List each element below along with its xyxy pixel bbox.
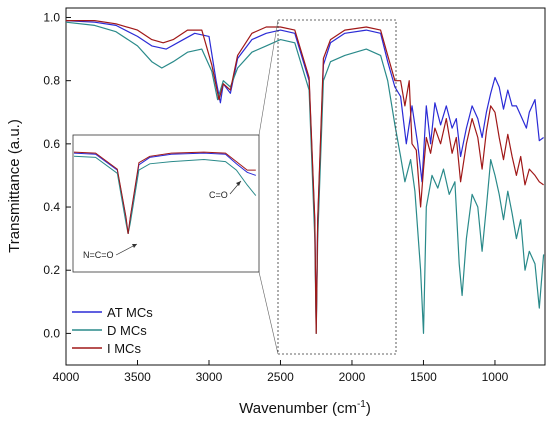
zoom-connector-bottom bbox=[258, 271, 279, 355]
inset-frame bbox=[72, 134, 260, 273]
legend-label-at: AT MCs bbox=[107, 305, 153, 320]
legend: AT MCs D MCs I MCs bbox=[72, 305, 153, 356]
legend-label-d: D MCs bbox=[107, 323, 147, 338]
zoom-region-box bbox=[277, 19, 397, 355]
inset-arrowhead-co bbox=[236, 181, 241, 186]
x-tick-label: 1500 bbox=[410, 370, 437, 384]
inset-label-nco: N=C=O bbox=[83, 250, 114, 260]
y-tick-label: 0.2 bbox=[43, 263, 60, 277]
series-layer bbox=[65, 20, 545, 334]
inset-series-line-1 bbox=[73, 155, 257, 235]
x-tick-label: 2000 bbox=[339, 370, 366, 384]
legend-label-i: I MCs bbox=[107, 341, 141, 356]
y-tick-label: 0.0 bbox=[43, 326, 60, 340]
y-tick-label: 0.8 bbox=[43, 74, 60, 88]
inset-panel: N=C=O C=O bbox=[72, 134, 260, 273]
ticks-layer: 4000 3500 3000 2500 2000 1500 1000 0.0 0.2 0.4 0.6… bbox=[43, 10, 508, 384]
x-tick-label: 3000 bbox=[196, 370, 223, 384]
inset-series-layer bbox=[73, 151, 257, 235]
series-line-1 bbox=[65, 21, 545, 334]
x-tick-label: 3500 bbox=[124, 370, 151, 384]
x-tick-label: 4000 bbox=[53, 370, 80, 384]
x-axis-title: Wavenumber (cm-1) bbox=[239, 399, 371, 417]
y-tick-label: 1.0 bbox=[43, 10, 60, 24]
inset-series-line-2 bbox=[73, 151, 256, 234]
x-tick-label: 1000 bbox=[482, 370, 509, 384]
plot-frame bbox=[65, 7, 546, 366]
y-tick-label: 0.6 bbox=[43, 137, 60, 151]
zoom-connector-top bbox=[258, 19, 279, 136]
series-line-2 bbox=[66, 20, 544, 334]
inset-label-co: C=O bbox=[209, 190, 228, 200]
y-axis-title: Transmittance (a.u.) bbox=[6, 119, 23, 253]
y-tick-label: 0.4 bbox=[43, 200, 60, 214]
inset-arrowhead-nco bbox=[132, 244, 137, 248]
x-tick-label: 2500 bbox=[267, 370, 294, 384]
